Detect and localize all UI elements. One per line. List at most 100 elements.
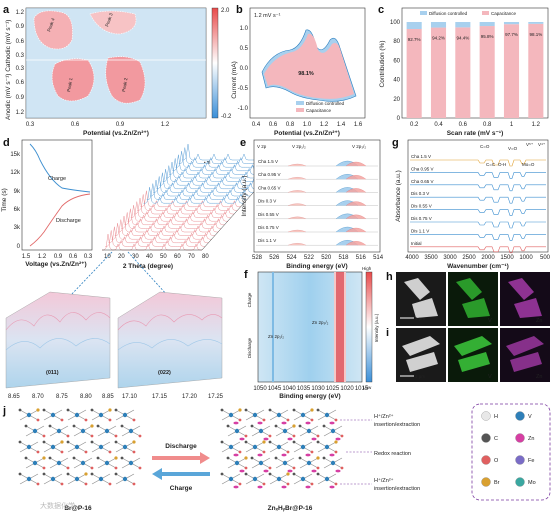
e-ylabel: Intensity (a.u.)	[241, 175, 248, 216]
f-discharge-label: Discharge	[247, 337, 252, 358]
j-legend-swatch	[481, 477, 491, 487]
j-atom-v	[252, 476, 258, 482]
j-atom-o	[84, 482, 88, 486]
c-bar-capacitance	[455, 27, 471, 118]
j-atom-zn	[311, 437, 317, 441]
j-atom-c	[72, 424, 76, 428]
e-row-label: Dis 0.55 V	[258, 212, 279, 217]
e-xtick: 526	[269, 255, 280, 261]
e-row-peak-v5	[345, 188, 367, 193]
panel-letter-j: j	[2, 405, 6, 417]
j-atom-v	[330, 460, 336, 466]
i-zn-map	[500, 328, 550, 382]
d-zoom1-label: (011)	[46, 370, 59, 376]
h-scale-label: 1 µm	[415, 316, 425, 321]
a-xlabel: Potential (vs.Zn/Zn²⁺)	[83, 130, 149, 137]
peak-4-blob	[33, 10, 73, 50]
j-atom-c	[250, 424, 254, 428]
panel-letter-h: h	[386, 271, 393, 283]
j-legend-swatch	[515, 455, 525, 465]
j-legend-swatch	[481, 455, 491, 465]
j-atom-v	[300, 412, 306, 418]
watermark-logo: 大数据化学	[40, 501, 75, 510]
j-atom-br	[36, 408, 40, 412]
e-row-label: Cha 1.5 V	[258, 159, 278, 164]
j-legend-swatch	[481, 433, 491, 443]
j-atom-c	[322, 424, 326, 428]
a-colorbar	[211, 7, 219, 119]
panel-a-yticks: 1.2 0.9 0.6 0.3 0.3 0.6 0.9 1.2	[16, 10, 25, 116]
j-atom-c	[268, 408, 272, 412]
d-xrd-xtick-1: 20	[118, 254, 125, 260]
j-legend-box	[471, 403, 551, 501]
d-surface-022-ridge-2	[117, 339, 223, 351]
peak-2-blob	[105, 56, 146, 104]
j-atom-c	[24, 456, 28, 460]
j-legend: H V C Zn O Fe Br Mo	[481, 411, 536, 487]
g-row-label: Initial	[411, 241, 422, 246]
c-legend-diffusion-swatch	[420, 11, 427, 15]
d-ytick-3: 6k	[14, 207, 21, 213]
j-atom-br	[84, 472, 88, 476]
j-legend-swatch	[515, 411, 525, 421]
j-atom-v	[74, 444, 80, 450]
j-atom-zn	[335, 437, 341, 441]
j-atom-br	[114, 456, 118, 460]
c-legend-capacitance: Capacitance	[491, 11, 517, 16]
b-percent: 98.1%	[298, 71, 314, 77]
g-row-label: Dis 0.55 V	[411, 204, 432, 209]
j-atom-zn	[329, 421, 335, 425]
f-xtick: 1050	[253, 386, 267, 392]
j-atom-v	[300, 444, 306, 450]
j-atom-zn	[257, 485, 263, 489]
j-atom-v	[32, 460, 38, 466]
c-bar-capacitance	[479, 26, 495, 119]
i-v-label: V	[488, 374, 492, 380]
j-anno-3-a: H⁺/Zn²⁺	[374, 477, 394, 484]
f-zn2p12-band	[272, 272, 274, 382]
j-atom-c	[220, 472, 224, 476]
f-zn2p32-band-edge-l	[334, 272, 336, 382]
a-ytick-1: 0.9	[16, 24, 25, 30]
j-anno-1-a: H⁺/Zn²⁺	[374, 413, 394, 420]
c-bar-capacitance	[406, 29, 422, 119]
j-anno-2: Redox reaction	[374, 451, 411, 457]
j-atom-zn	[305, 485, 311, 489]
j-atom-o	[36, 482, 40, 486]
e-rows: Cha 1.5 V Cha 0.95 V Cha 0.65 V Dis 0.3 V Di…	[256, 159, 378, 246]
j-atom-v	[324, 412, 330, 418]
a-ytick-5: 0.6	[16, 80, 25, 86]
j-atom-o	[84, 450, 88, 454]
g-xtick: 1000	[519, 255, 533, 261]
a-xtick-3: 1.2	[161, 122, 170, 128]
g-xtick: 3000	[443, 255, 457, 261]
j-atom-v	[128, 460, 134, 466]
e-row-peak-v5	[345, 214, 367, 219]
d-ytick-5: 0	[17, 244, 21, 250]
g-xlabel: Wavenumber (cm⁻¹)	[447, 263, 509, 270]
j-atom-zn	[287, 469, 293, 473]
j-atom-v	[252, 412, 258, 418]
j-atom-o	[114, 434, 118, 438]
a-ytick-4: 0.3	[16, 66, 25, 72]
j-atom-c	[274, 456, 278, 460]
g-band-moo: Mo=O	[522, 162, 535, 167]
g-band-co: C=O	[480, 144, 490, 149]
d-charge-curve	[29, 143, 91, 193]
j-atom-zn	[239, 469, 245, 473]
j-atom-o	[310, 418, 314, 422]
e-xtick: 522	[304, 255, 315, 261]
j-atom-o	[334, 450, 338, 454]
a-ytick-6: 0.9	[16, 95, 25, 101]
j-atom-c	[66, 472, 70, 476]
d-ytick-4: 3k	[14, 225, 21, 231]
d-xrd-xtick-3: 40	[146, 254, 153, 260]
j-atom-c	[66, 440, 70, 444]
b-ytick-3: -0.5	[238, 86, 249, 92]
j-atom-v	[228, 412, 234, 418]
j-atom-c	[42, 440, 46, 444]
d-gcd-frame	[21, 139, 93, 251]
c-xticks: 0.2 0.4 0.6 0.8 1 1.2	[410, 122, 541, 128]
i-sem-particles	[402, 336, 440, 372]
j-atom-o	[36, 450, 40, 454]
